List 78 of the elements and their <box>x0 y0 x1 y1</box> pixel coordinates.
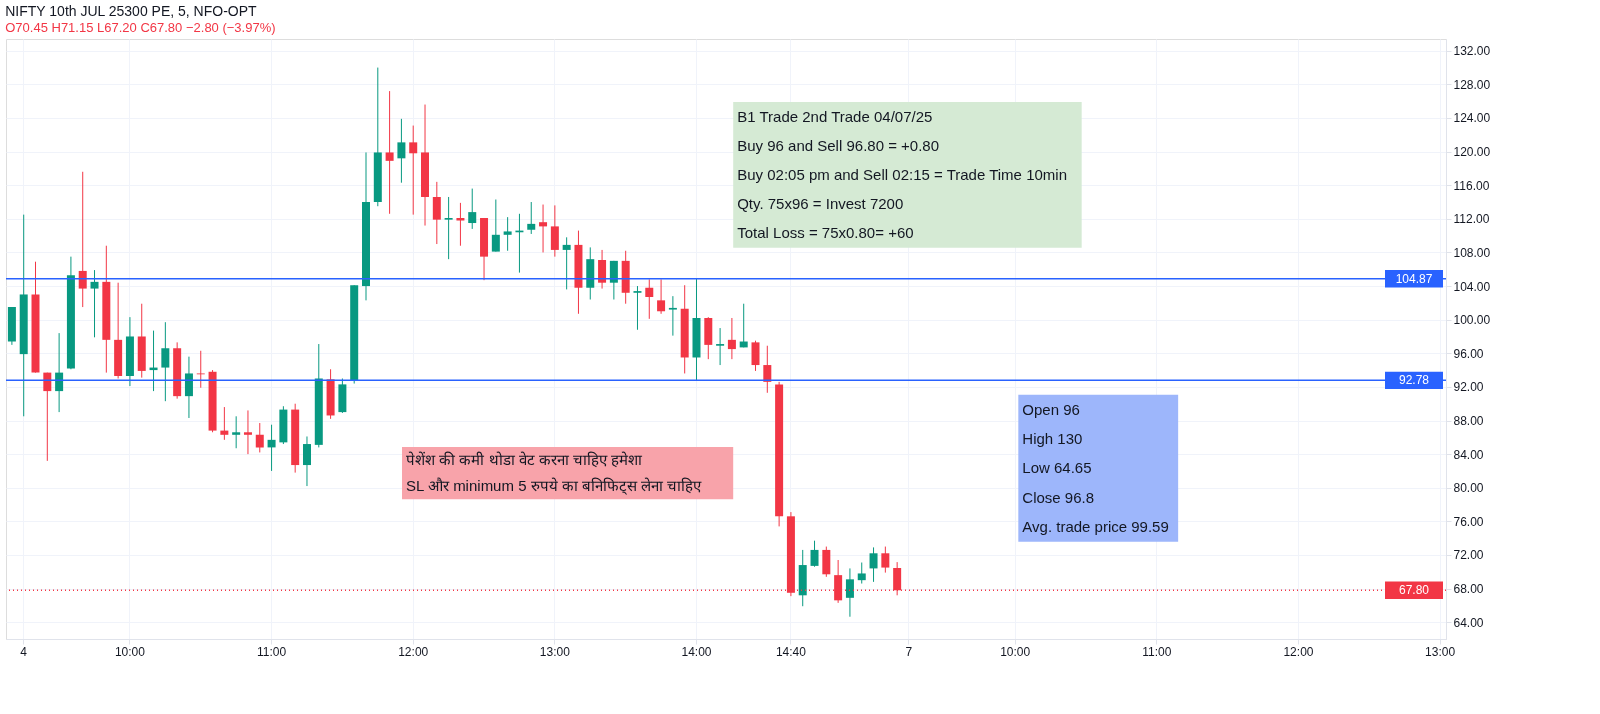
x-tick-label: 12:00 <box>398 644 429 659</box>
y-tick-label: 92.00 <box>1453 380 1484 395</box>
candlestick <box>232 415 241 449</box>
candlestick <box>598 249 607 290</box>
candlestick <box>857 562 866 585</box>
y-tick-label: 64.00 <box>1453 615 1484 630</box>
candlestick <box>881 546 890 574</box>
candlestick <box>845 567 854 618</box>
candlestick <box>432 181 441 245</box>
y-tick-label: 108.00 <box>1453 245 1491 260</box>
chart-subtitle: O70.45 H71.15 L67.20 C67.80 −2.80 (−3.97%) <box>5 20 276 35</box>
y-tick-label: 80.00 <box>1453 481 1484 496</box>
candlestick <box>409 125 418 216</box>
candlestick <box>562 236 571 290</box>
x-tick-label: 11:00 <box>257 644 287 659</box>
y-tick-label: 124.00 <box>1453 111 1491 126</box>
candlestick <box>716 327 725 366</box>
candlestick <box>550 204 559 258</box>
candlestick <box>751 340 760 372</box>
x-tick-label: 14:40 <box>775 644 807 659</box>
candlestick <box>55 332 64 413</box>
y-tick-label: 76.00 <box>1453 514 1484 529</box>
y-tick-label: 96.00 <box>1453 346 1484 361</box>
candlestick <box>161 321 170 402</box>
y-tick-label: 88.00 <box>1453 414 1484 429</box>
candlestick <box>810 540 819 568</box>
annotation: Open 96 High 130 Low 64.65 Close 96.8 Avg. trade price 99.59 <box>1022 400 1169 536</box>
candlestick <box>397 118 406 184</box>
annotation: B1 Trade 2nd Trade 04/07/25 Buy 96 and Sell 96.80 = +0.80 Buy 02:05 pm and Sell 02:15 = Trade Time 10min Qty. 75x96 = Invest 7200 Total Loss = 75x0.80= +60 <box>737 107 1067 242</box>
x-tick-label: 13:00 <box>1425 644 1456 659</box>
y-tick-label: 120.00 <box>1453 145 1491 160</box>
y-tick-label: 132.00 <box>1453 44 1491 59</box>
x-tick-label: 14:00 <box>681 644 712 659</box>
candlestick <box>527 201 536 235</box>
candlestick <box>444 196 453 260</box>
candlestick <box>43 372 52 462</box>
x-tick-label: 10:00 <box>114 644 146 659</box>
candlestick <box>657 278 666 315</box>
y-tick-label: 72.00 <box>1453 548 1484 563</box>
candlestick <box>220 406 229 441</box>
x-tick-label: 11:00 <box>1142 644 1172 659</box>
annotation: पेशेंश की कमी थोडा वेट करना चाहिए हमेशा SL और minimum 5 रुपये का बनिफिट्स लेना चाहिए <box>406 451 703 496</box>
candlestick <box>668 295 677 337</box>
candlestick <box>539 204 548 253</box>
candlestick <box>385 90 394 215</box>
ref-line-label: 67.80 <box>1398 583 1430 598</box>
candlestick <box>90 269 99 338</box>
candlestick <box>184 356 193 419</box>
candlestick <box>302 435 311 487</box>
candlestick <box>503 216 512 252</box>
candlestick <box>727 317 736 360</box>
chart-title: NIFTY 10th JUL 25300 PE, 5, NFO-OPT <box>5 3 258 19</box>
ref-line-label: 104.87 <box>1395 271 1433 286</box>
candlestick <box>267 424 276 472</box>
y-tick-label: 116.00 <box>1453 178 1490 193</box>
y-tick-label: 104.00 <box>1453 279 1491 294</box>
candlestick <box>78 171 87 308</box>
candlestick <box>491 199 500 253</box>
x-tick-label: 12:00 <box>1283 644 1314 659</box>
candlestick <box>468 188 477 230</box>
x-tick-label: 7 <box>905 644 913 659</box>
y-tick-label: 100.00 <box>1453 313 1491 328</box>
y-tick-label: 128.00 <box>1453 77 1491 92</box>
x-tick-label: 13:00 <box>539 644 571 659</box>
x-tick-label: 4 <box>20 644 28 659</box>
y-tick-label: 68.00 <box>1453 582 1484 597</box>
y-tick-label: 112.00 <box>1453 212 1490 227</box>
x-tick-label: 10:00 <box>1000 644 1031 659</box>
y-tick-label: 84.00 <box>1453 447 1484 462</box>
candlestick <box>869 546 878 583</box>
candlestick <box>196 350 205 389</box>
candlestick <box>255 422 264 453</box>
candlestick <box>645 278 654 320</box>
ref-line-label: 92.78 <box>1398 373 1430 388</box>
candlestick <box>763 345 772 394</box>
candlestick <box>243 409 252 455</box>
candlestick <box>633 285 642 331</box>
candlestick <box>456 202 465 247</box>
